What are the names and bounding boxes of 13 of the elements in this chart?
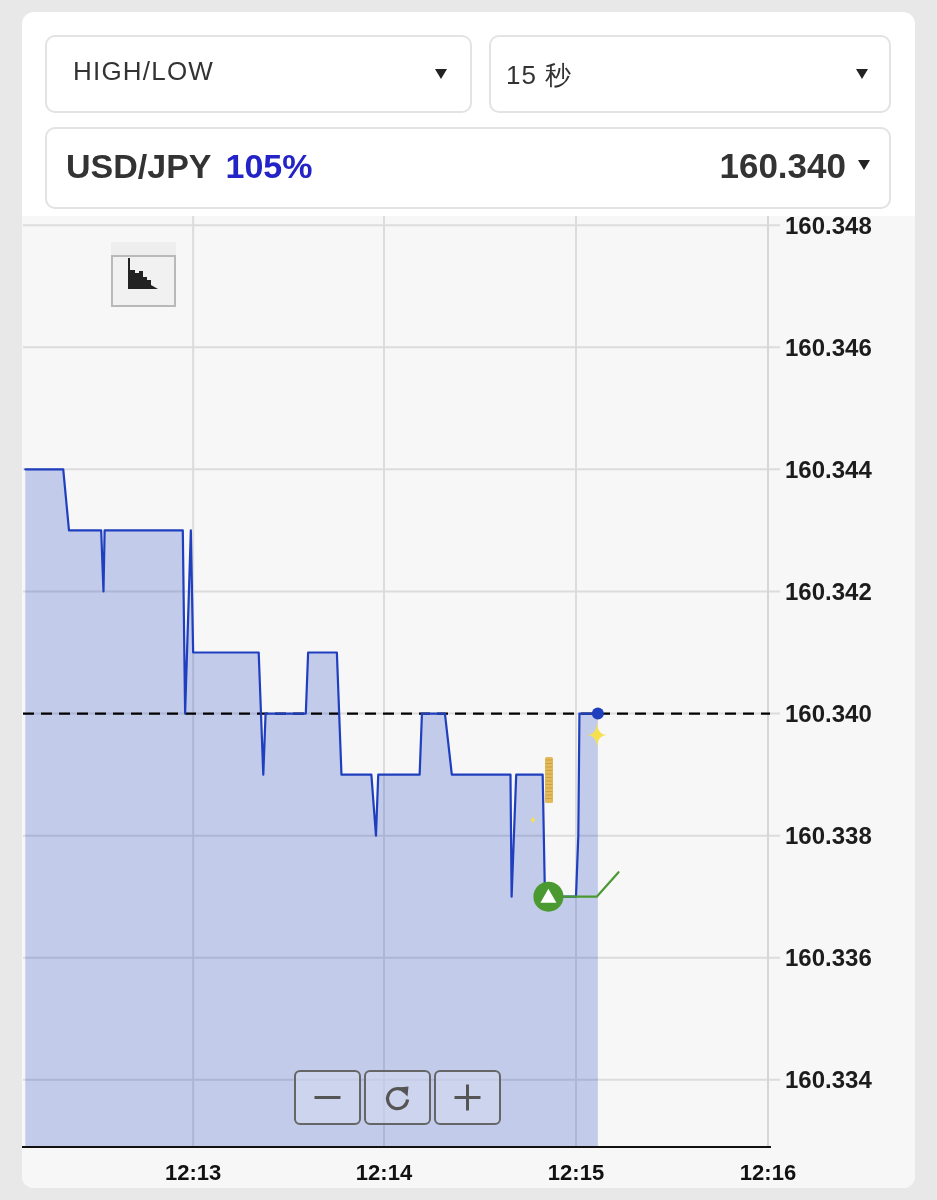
x-tick-label: 12:15 (547, 1160, 605, 1185)
x-tick-label: 12:14 (355, 1160, 413, 1185)
y-tick-label: 160.338 (785, 822, 872, 850)
x-tick-label: 12:13 (165, 1160, 222, 1185)
x-tick-label: 12:16 (739, 1160, 797, 1185)
y-tick-label: 160.346 (785, 333, 872, 361)
y-tick-label: 160.340 (785, 700, 872, 728)
y-tick-label: 160.342 (785, 577, 872, 605)
y-tick-label: 160.334 (785, 1066, 873, 1094)
y-tick-label: 160.348 (785, 211, 872, 239)
chart-title: USD/JPY (66, 147, 212, 185)
y-tick-label: 160.336 (785, 944, 872, 972)
y-tick-label: 160.344 (785, 455, 873, 483)
